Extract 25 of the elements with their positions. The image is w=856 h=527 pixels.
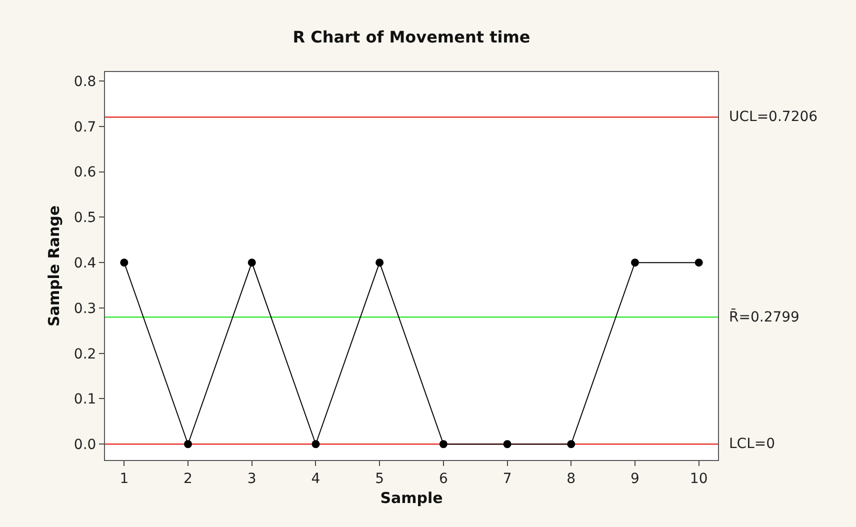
x-tick-label: 1	[120, 470, 129, 487]
y-tick-label: 0.3	[74, 300, 96, 317]
ref-line-label: R̄=0.2799	[729, 308, 800, 326]
x-tick-label: 3	[247, 470, 256, 487]
y-tick-label: 0.6	[74, 164, 96, 181]
x-axis-title: Sample	[380, 488, 443, 507]
ref-line-label: LCL=0	[729, 436, 776, 452]
x-tick-label: 7	[502, 470, 512, 487]
x-tick-label: 8	[566, 470, 576, 487]
x-tick-label: 6	[438, 470, 448, 487]
y-tick-label: 0.4	[74, 256, 96, 272]
x-tick-label: 4	[311, 470, 320, 487]
y-tick-label: 0.0	[74, 437, 96, 454]
y-axis-title: Sample Range	[45, 205, 64, 327]
ref-line-label: UCL=0.7206	[729, 109, 818, 125]
y-tick-label: 0.7	[74, 119, 96, 136]
x-tick-label: 2	[184, 470, 192, 487]
y-tick-label: 0.2	[74, 346, 96, 362]
x-tick-label: 9	[630, 470, 640, 487]
x-tick-label: 10	[690, 470, 708, 487]
y-tick-label: 0.8	[74, 74, 96, 90]
y-tick-label: 0.1	[74, 392, 96, 408]
chart-title: R Chart of Movement time	[292, 27, 530, 46]
y-tick-label: 0.5	[74, 210, 96, 226]
x-tick-label: 5	[375, 470, 384, 487]
